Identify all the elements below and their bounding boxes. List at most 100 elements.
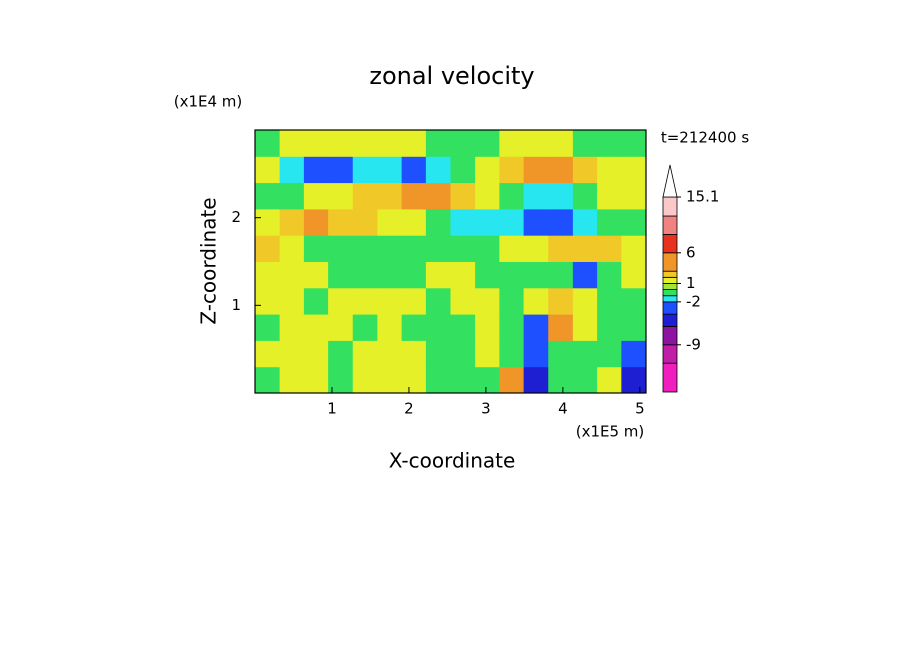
contour-cell: [425, 287, 451, 315]
contour-cell: [597, 287, 622, 315]
x-tick-label: 1: [327, 400, 337, 418]
contour-cell: [279, 235, 305, 262]
contour-cell: [548, 366, 574, 394]
contour-cell: [377, 287, 403, 315]
contour-cell: [401, 208, 427, 236]
contour-cell: [523, 130, 549, 157]
contour-cell: [279, 287, 305, 315]
x-tick-label: 2: [404, 400, 414, 418]
y-tick-label: 2: [231, 208, 241, 226]
contour-cell: [572, 182, 598, 210]
contour-cell: [499, 261, 525, 289]
colorbar-label: -9: [686, 335, 701, 353]
contour-cell: [597, 366, 622, 394]
contour-cell: [572, 366, 598, 394]
contour-cell: [548, 261, 574, 289]
contour-cell: [303, 287, 329, 315]
contour-cell: [377, 235, 403, 262]
contour-cell: [401, 235, 427, 262]
contour-cell: [475, 130, 500, 157]
contour-cell: [255, 366, 281, 394]
contour-cell: [548, 340, 574, 368]
contour-cell: [475, 182, 500, 210]
contour-cell: [499, 235, 525, 262]
contour-cell: [499, 130, 525, 157]
contour-cell: [475, 156, 500, 184]
contour-cell: [572, 130, 598, 157]
contour-cell: [279, 208, 305, 236]
colorbar-band: [662, 301, 678, 315]
y-unit: (x1E4 m): [174, 93, 243, 111]
colorbar-label: 1: [686, 274, 696, 292]
contour-cell: [352, 366, 378, 394]
colorbar-label: -2: [686, 292, 701, 310]
contour-cell: [548, 130, 574, 157]
contour-cell: [475, 235, 500, 262]
contour-cell: [548, 287, 574, 315]
contour-cell: [255, 130, 281, 157]
contour-cell: [572, 261, 598, 289]
contour-cell: [328, 235, 354, 262]
contour-cell: [621, 366, 647, 394]
contour-cell: [597, 208, 622, 236]
y-tick-label: 1: [231, 296, 241, 314]
colorbar-band: [662, 344, 678, 364]
contour-cell: [279, 182, 305, 210]
contour-cell: [597, 261, 622, 289]
contour-cell: [255, 261, 281, 289]
colorbar-band: [662, 295, 678, 303]
contour-cell: [425, 340, 451, 368]
contour-cell: [621, 287, 647, 315]
contour-cell: [279, 156, 305, 184]
contour-cell: [279, 130, 305, 157]
contour-cell: [572, 314, 598, 341]
contour-cell: [425, 261, 451, 289]
colorbar-band: [662, 234, 678, 254]
contour-cell: [279, 366, 305, 394]
contour-cell: [352, 182, 378, 210]
contour-cell: [499, 287, 525, 315]
contour-cell: [279, 340, 305, 368]
contour-cell: [523, 261, 549, 289]
contour-cell: [255, 208, 281, 236]
contour-cell: [621, 340, 647, 368]
contour-cell: [450, 261, 476, 289]
contour-cell: [377, 130, 403, 157]
colorbar-label: 15.1: [686, 188, 719, 206]
x-tick-label: 4: [558, 400, 568, 418]
contour-cell: [328, 340, 354, 368]
contour-cell: [401, 366, 427, 394]
contour-cell: [475, 366, 500, 394]
contour-cell: [328, 261, 354, 289]
contour-cell: [401, 314, 427, 341]
contour-cell: [425, 130, 451, 157]
contour-cell: [377, 182, 403, 210]
contour-cell: [450, 235, 476, 262]
contour-cell: [303, 366, 329, 394]
contour-cell: [597, 130, 622, 157]
contour-cell: [597, 340, 622, 368]
colorbar-band: [662, 325, 678, 346]
contour-cell: [499, 366, 525, 394]
contour-cell: [523, 366, 549, 394]
chart-title: zonal velocity: [369, 62, 534, 90]
contour-cell: [303, 340, 329, 368]
contour-cell: [352, 261, 378, 289]
contour-cell: [328, 314, 354, 341]
contour-cell: [425, 182, 451, 210]
contour-cell: [377, 261, 403, 289]
contour-cell: [597, 314, 622, 341]
contour-cell: [255, 182, 281, 210]
contour-cell: [401, 156, 427, 184]
contour-cell: [621, 130, 647, 157]
contour-cell: [328, 182, 354, 210]
contour-cell: [523, 182, 549, 210]
contour-cell: [450, 366, 476, 394]
contour-cell: [475, 287, 500, 315]
contour-cell: [303, 208, 329, 236]
contour-cell: [352, 340, 378, 368]
contour-cell: [621, 208, 647, 236]
contour-cell: [377, 314, 403, 341]
contour-cell: [475, 261, 500, 289]
